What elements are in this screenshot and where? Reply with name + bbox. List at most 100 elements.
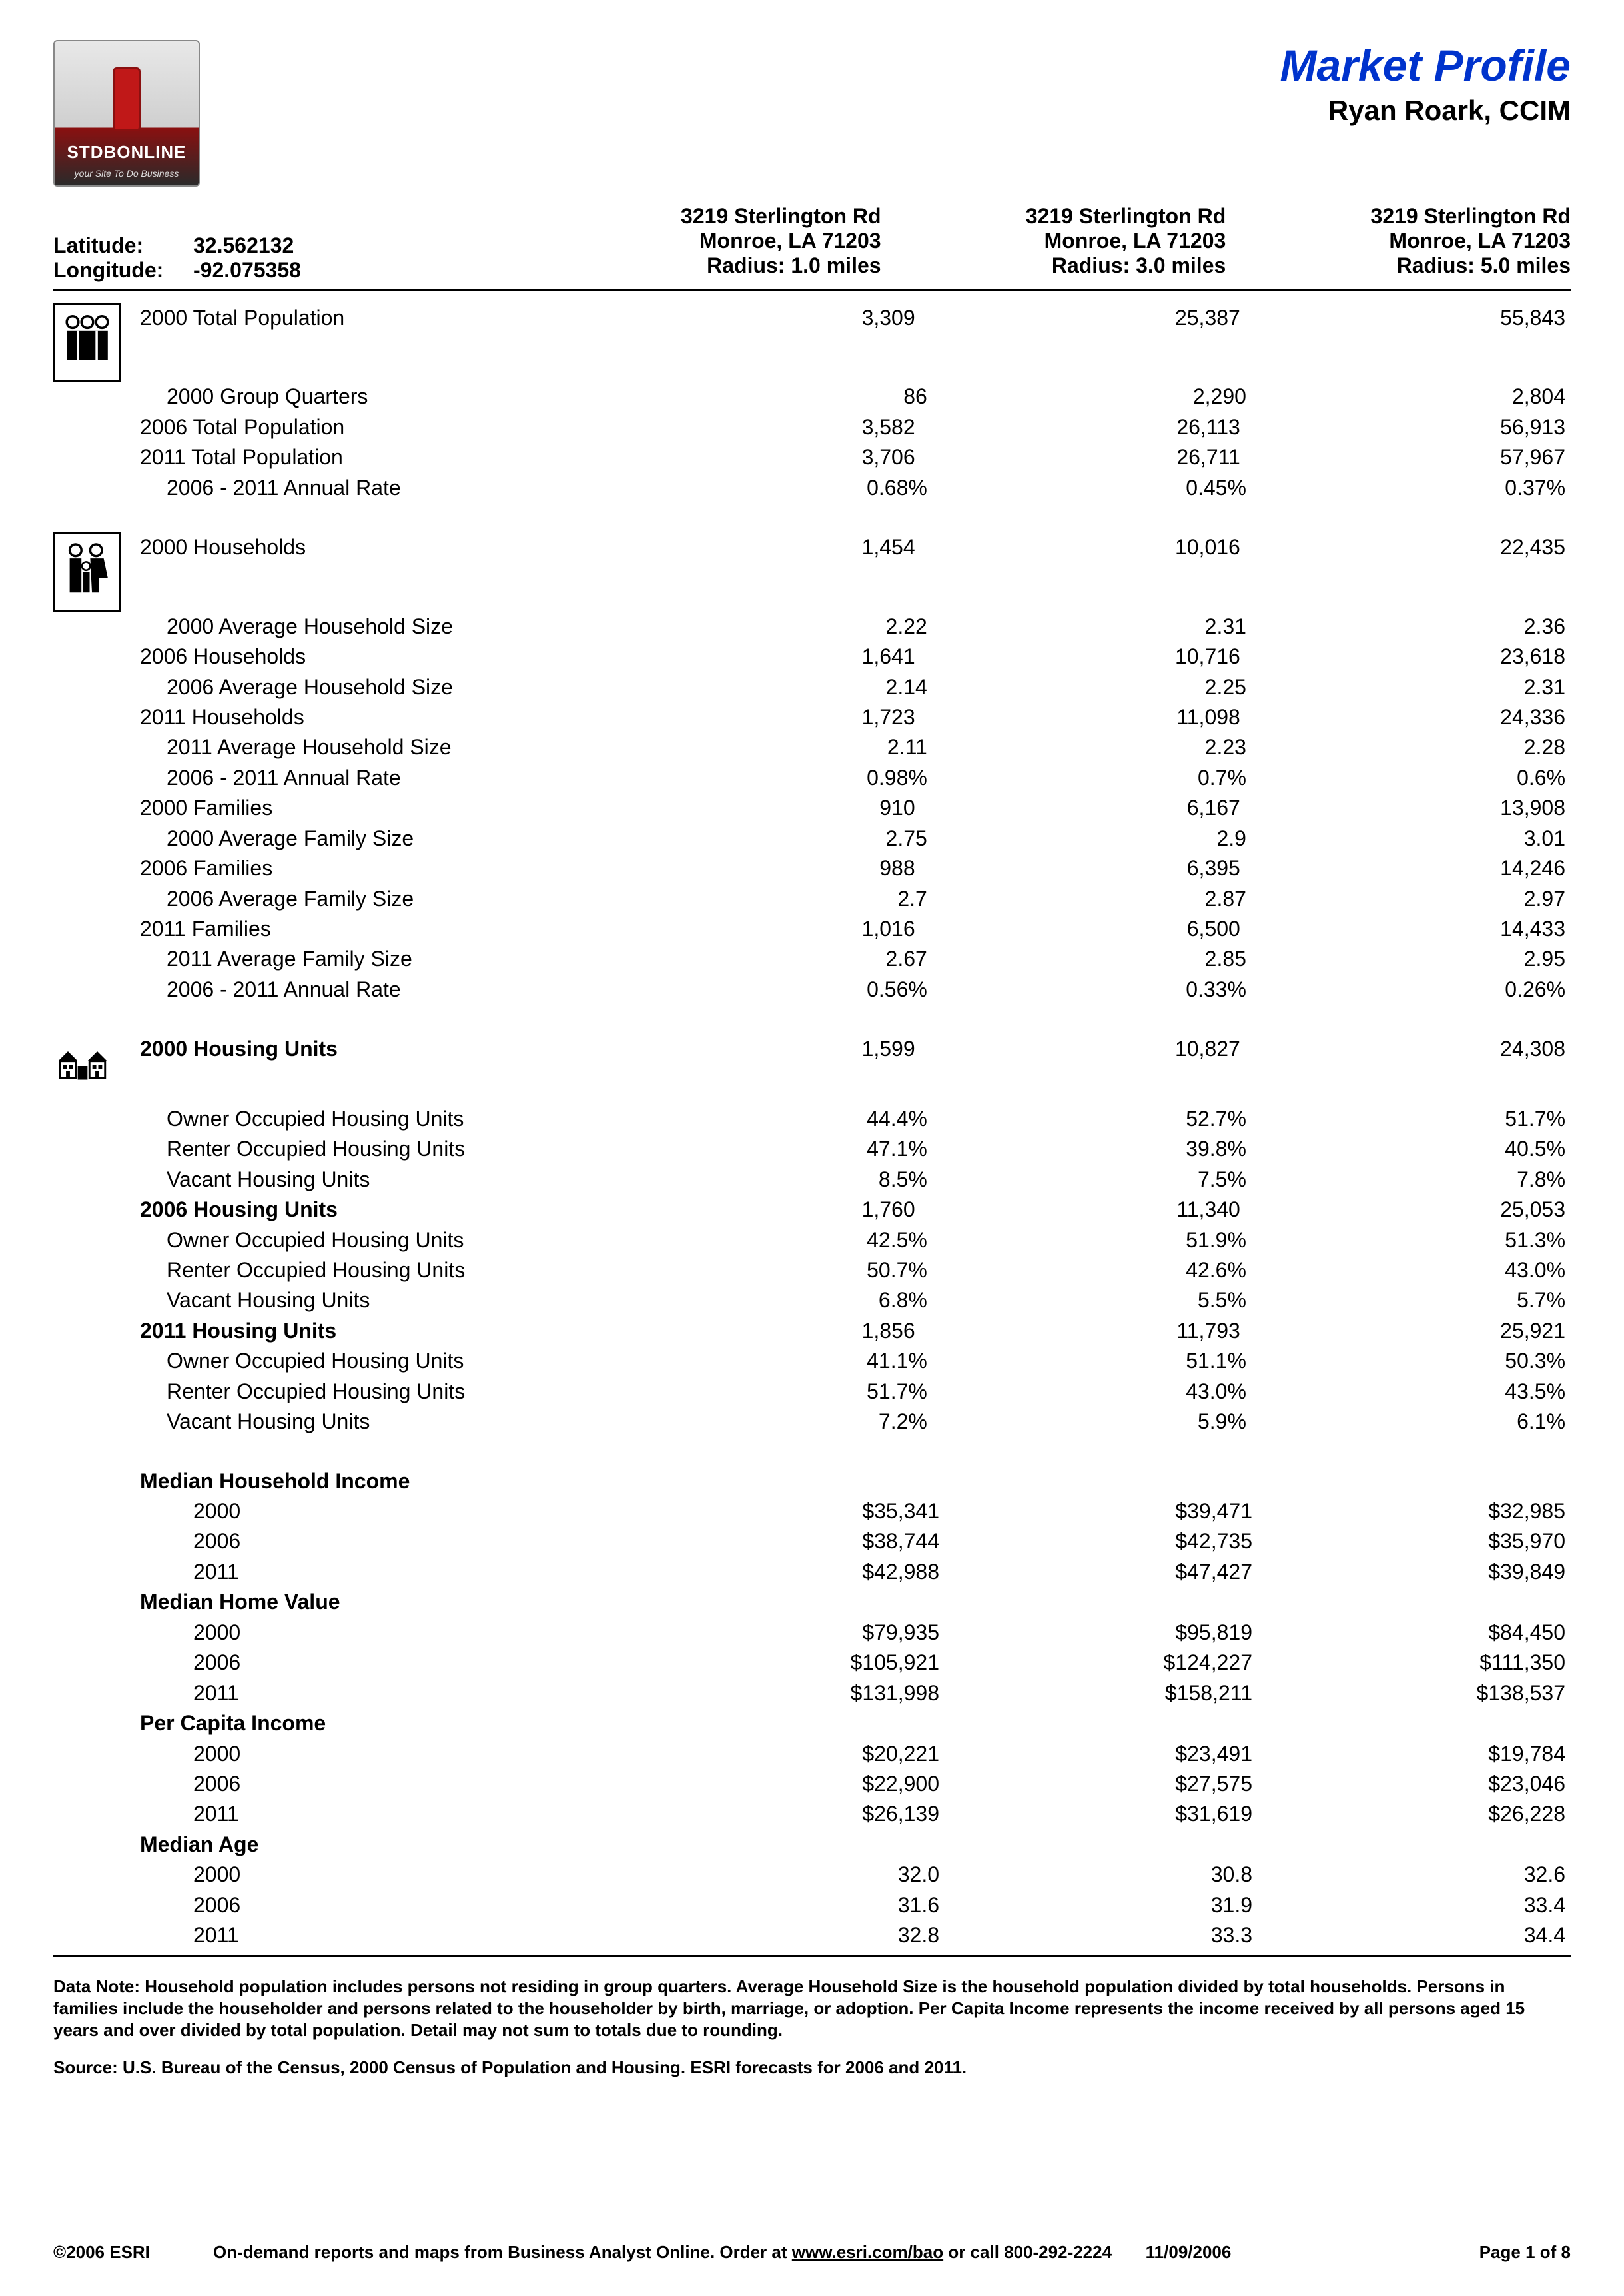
table-row: Median Age — [53, 1830, 1571, 1860]
icon-spacer — [53, 1134, 140, 1164]
data-cell: 11,793 — [921, 1316, 1246, 1346]
row-label: Renter Occupied Housing Units — [140, 1134, 613, 1164]
data-cell: 1,856 — [595, 1316, 920, 1346]
table-row: 2000$35,341$39,471$32,985 — [53, 1496, 1571, 1526]
page-number: Page 1 of 8 — [1437, 2242, 1571, 2263]
data-cell: 33.4 — [1258, 1890, 1571, 1920]
footer-link[interactable]: www.esri.com/bao — [792, 2242, 943, 2262]
data-cell — [921, 1587, 1246, 1617]
col-address: 3219 Sterlington Rd — [1226, 204, 1571, 229]
data-cols — [595, 1708, 1571, 1738]
data-cell: $84,450 — [1258, 1618, 1571, 1648]
icon-spacer — [53, 1648, 140, 1678]
data-cell: $124,227 — [945, 1648, 1258, 1678]
source-note: Source: U.S. Bureau of the Census, 2000 … — [53, 2057, 1571, 2078]
table-row: 2006$22,900$27,575$23,046 — [53, 1769, 1571, 1799]
data-cols: 2.112.232.28 — [613, 732, 1571, 762]
data-cell: $20,221 — [631, 1739, 945, 1769]
row-label: 2011 — [140, 1678, 631, 1708]
meta-columns: 3219 Sterlington Rd Monroe, LA 71203 Rad… — [536, 204, 1571, 283]
row-label: 2006 - 2011 Annual Rate — [140, 975, 613, 1005]
row-label: Renter Occupied Housing Units — [140, 1377, 613, 1407]
data-cell: 2.11 — [613, 732, 933, 762]
data-cell: $27,575 — [945, 1769, 1258, 1799]
data-cell: 56,913 — [1246, 412, 1571, 442]
col-address: 3219 Sterlington Rd — [881, 204, 1226, 229]
data-cell: 0.7% — [933, 763, 1252, 793]
data-cols: 32.030.832.6 — [631, 1860, 1571, 1890]
data-cell — [595, 1830, 920, 1860]
icon-spacer — [53, 944, 140, 974]
source-label: Source: — [53, 2057, 123, 2077]
copyright: ©2006 ESRI — [53, 2242, 213, 2263]
table-row: 2006 Families9886,39514,246 — [53, 854, 1571, 883]
data-cols: 9106,16713,908 — [595, 793, 1571, 823]
data-cell: $19,784 — [1258, 1739, 1571, 1769]
data-cell: 51.7% — [613, 1377, 933, 1407]
table-row: 2000 Average Family Size2.752.93.01 — [53, 824, 1571, 854]
data-cell: 32.6 — [1258, 1860, 1571, 1890]
row-label: 2000 — [140, 1739, 631, 1769]
data-cell: 0.6% — [1252, 763, 1571, 793]
icon-spacer — [53, 1860, 140, 1890]
data-cell: 14,246 — [1246, 854, 1571, 883]
people-icon — [53, 303, 140, 382]
data-cell — [595, 1587, 920, 1617]
data-cell: 2.85 — [933, 944, 1252, 974]
data-cell: 26,113 — [921, 412, 1246, 442]
data-cell: 2,290 — [933, 382, 1252, 412]
icon-spacer — [53, 702, 140, 732]
row-label: Median Age — [140, 1830, 595, 1860]
data-cols: 31.631.933.4 — [631, 1890, 1571, 1920]
data-cols: 2.672.852.95 — [613, 944, 1571, 974]
longitude-value: -92.075358 — [193, 258, 301, 282]
col-radius: Radius: 5.0 miles — [1226, 253, 1571, 278]
icon-spacer — [53, 1104, 140, 1134]
icon-spacer — [53, 1316, 140, 1346]
data-cell: $39,471 — [945, 1496, 1258, 1526]
data-cell: 10,716 — [921, 642, 1246, 672]
footer-post: or call 800-292-2224 — [943, 2242, 1112, 2262]
data-cell: 43.5% — [1252, 1377, 1571, 1407]
houses-icon — [53, 1034, 140, 1103]
icon-spacer — [53, 412, 140, 442]
data-cell: $105,921 — [631, 1648, 945, 1678]
data-note-text: Household population includes persons no… — [53, 1976, 1525, 2041]
data-cols: 0.56%0.33%0.26% — [613, 975, 1571, 1005]
data-cell: 52.7% — [933, 1104, 1252, 1134]
data-cell: 0.98% — [613, 763, 933, 793]
report-subtitle: Ryan Roark, CCIM — [1280, 95, 1571, 127]
table-row: 2000 Average Household Size2.222.312.36 — [53, 612, 1571, 642]
data-cell: 22,435 — [1246, 532, 1571, 611]
logo-tagline: your Site To Do Business — [55, 168, 199, 179]
row-label: Vacant Housing Units — [140, 1165, 613, 1195]
data-cell: 31.6 — [631, 1890, 945, 1920]
data-cell: 32.8 — [631, 1920, 945, 1950]
data-cell: 11,098 — [921, 702, 1246, 732]
data-cell: 3.01 — [1252, 824, 1571, 854]
data-cell: $39,849 — [1258, 1557, 1571, 1587]
icon-spacer — [53, 1587, 140, 1617]
data-cell: 30.8 — [945, 1860, 1258, 1890]
data-cols: 1,85611,79325,921 — [595, 1316, 1571, 1346]
row-label: Vacant Housing Units — [140, 1285, 613, 1315]
icon-spacer — [53, 1165, 140, 1195]
table-row: 2000 Families9106,16713,908 — [53, 793, 1571, 823]
source-text: U.S. Bureau of the Census, 2000 Census o… — [123, 2057, 967, 2077]
data-cols: 44.4%52.7%51.7% — [613, 1104, 1571, 1134]
data-cell: $35,341 — [631, 1496, 945, 1526]
data-note-label: Data Note: — [53, 1976, 145, 1996]
data-cell: $138,537 — [1258, 1678, 1571, 1708]
data-cell: 0.37% — [1252, 473, 1571, 503]
logo: STDBONLINE your Site To Do Business — [53, 40, 200, 187]
row-label: 2011 Families — [140, 914, 595, 944]
data-cols: 9886,39514,246 — [595, 854, 1571, 883]
table-row: 2000 Group Quarters862,2902,804 — [53, 382, 1571, 412]
data-cols: $20,221$23,491$19,784 — [631, 1739, 1571, 1769]
data-cell: 0.26% — [1252, 975, 1571, 1005]
table-row: Owner Occupied Housing Units42.5%51.9%51… — [53, 1225, 1571, 1255]
icon-spacer — [53, 1830, 140, 1860]
section: 2000 Households1,45410,01622,4352000 Ave… — [53, 532, 1571, 1005]
icon-spacer — [53, 672, 140, 702]
icon-spacer — [53, 1890, 140, 1920]
